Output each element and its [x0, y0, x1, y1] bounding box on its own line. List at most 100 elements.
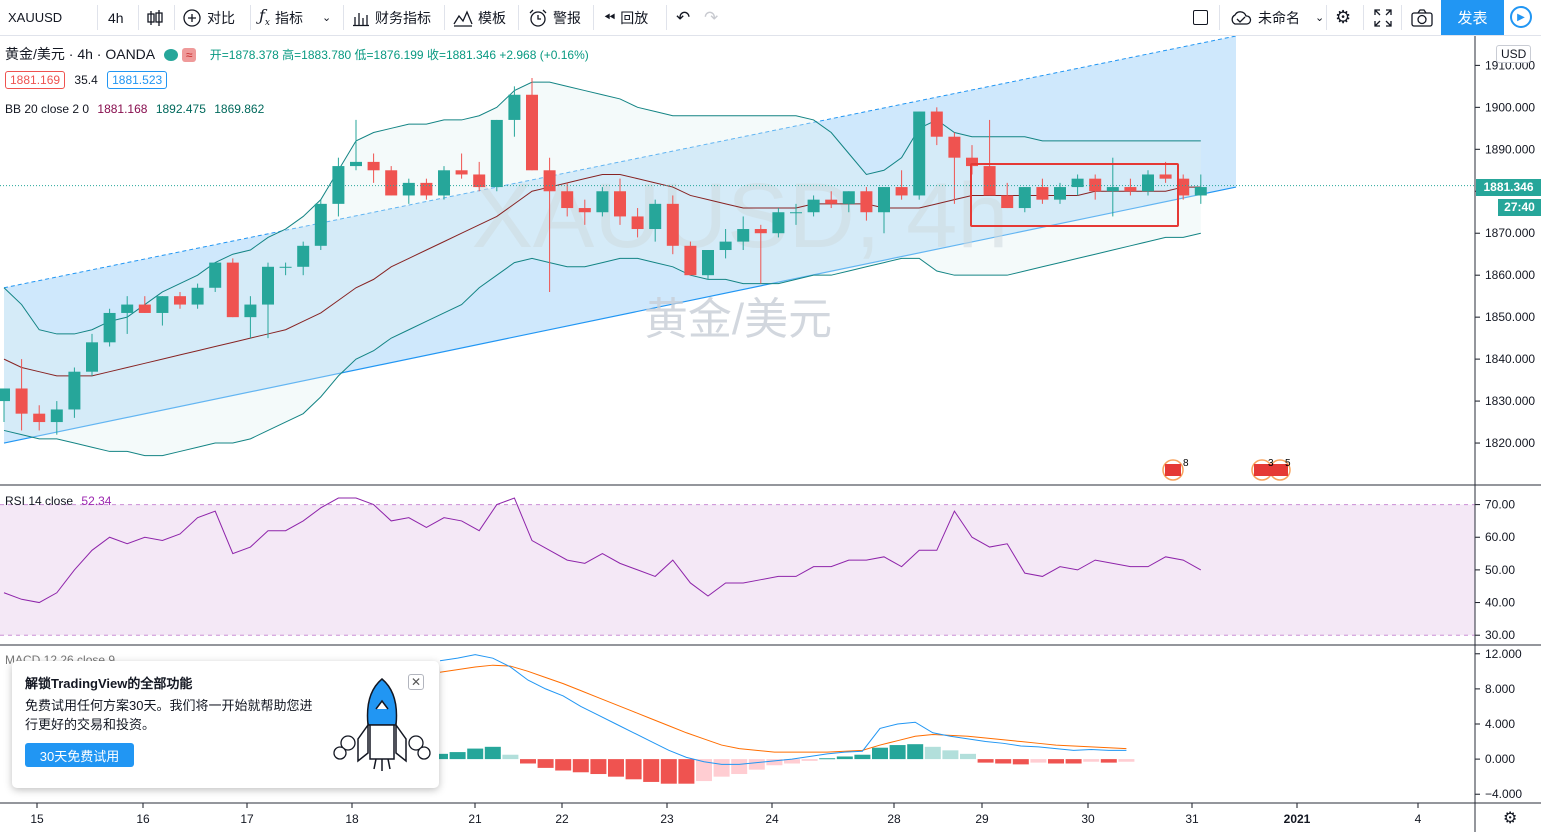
candle-body: [526, 94, 538, 171]
undo-button[interactable]: ↶: [676, 0, 690, 35]
time-tick-label: 17: [240, 812, 254, 826]
chevron-down-icon[interactable]: ⌄: [1315, 12, 1325, 24]
chart-canvas[interactable]: XAUUSD, 4h 黄金/美元 1820.0001830.0001840.00…: [0, 36, 1541, 832]
macd-tick-label: 4.000: [1485, 717, 1515, 731]
macd-histogram-bar: [1048, 759, 1064, 764]
compare-button[interactable]: 对比: [182, 0, 235, 35]
price-tick-label: 1860.000: [1485, 268, 1535, 282]
templates-button[interactable]: 模板: [453, 0, 506, 35]
bb-label: BB 20 close 2 0: [5, 102, 90, 116]
time-tick-label: 31: [1185, 812, 1199, 826]
macd-histogram-bar: [643, 759, 660, 782]
price-tick-label: 1900.000: [1485, 100, 1535, 114]
macd-tick-label: 0.000: [1485, 752, 1515, 766]
bid-price[interactable]: 1881.169: [5, 71, 66, 89]
price-axis-bg: [1476, 36, 1541, 832]
camera-icon: [1411, 8, 1433, 27]
indicators-button[interactable]: ƒx 指标 ⌄: [259, 0, 331, 35]
symbol-search[interactable]: XAUUSD: [8, 0, 90, 35]
event-count: 5: [1285, 458, 1291, 469]
macd-histogram-bar: [801, 759, 818, 761]
promo-close-button[interactable]: ✕: [408, 674, 424, 690]
financials-label: 财务指标: [375, 9, 431, 26]
legend-title[interactable]: 黄金/美元 · 4h · OANDA: [5, 46, 156, 62]
replay-button[interactable]: ⏪︎ 回放: [604, 0, 648, 35]
rsi-label: RSI 14 close: [5, 494, 74, 508]
alerts-button[interactable]: 警报: [528, 0, 581, 35]
candle-body: [948, 136, 961, 158]
time-axis-settings[interactable]: ⚙: [1503, 808, 1517, 828]
candle-body: [209, 262, 222, 288]
currency-label[interactable]: USD: [1496, 45, 1532, 63]
rsi-tick-label: 40.00: [1485, 596, 1515, 610]
free-trial-button[interactable]: 30天免费试用: [25, 743, 134, 767]
macd-histogram-bar: [608, 759, 624, 777]
rsi-legend[interactable]: RSI 14 close 52.34: [5, 494, 111, 508]
candle-body: [438, 170, 450, 196]
fullscreen-icon: [1374, 8, 1392, 27]
interval-button[interactable]: 4h: [108, 0, 138, 35]
bar-chart-icon: [353, 12, 369, 26]
promo-text: 免费试用任何方案30天。我们将一开始就帮助您进行更好的交易和投资。: [25, 698, 313, 732]
macd-histogram-bar: [660, 759, 677, 784]
candle-body: [297, 245, 310, 267]
play-button[interactable]: ▶: [1510, 6, 1532, 28]
top-toolbar: XAUUSD 4h 对比 ƒx 指标 ⌄ 财务指标 模板 警报 ⏪︎ 回放 ↶ …: [0, 0, 1541, 36]
ask-price[interactable]: 1881.523: [107, 71, 168, 89]
highlight-box: [970, 163, 1179, 227]
macd-histogram-bar: [1083, 759, 1100, 762]
candle-body: [508, 94, 521, 120]
settings-button[interactable]: ⚙: [1335, 0, 1351, 35]
candle-body: [543, 170, 556, 192]
free-trial-label: 30天免费试用: [39, 748, 120, 764]
current-price-label: 1881.346: [1476, 179, 1541, 196]
macd-histogram-bar: [907, 744, 924, 760]
candle-body: [226, 262, 239, 318]
alarm-clock-icon: [529, 9, 547, 27]
candle-body: [719, 241, 732, 251]
save-layout-button[interactable]: 未命名 ⌄: [1229, 0, 1324, 35]
channel-fill: [4, 36, 1236, 444]
candle-body: [1018, 187, 1031, 209]
time-tick-label: 4: [1415, 812, 1422, 826]
rocket-icon: [333, 678, 431, 771]
candles-icon: [147, 9, 163, 26]
undo-icon: ↶: [676, 7, 691, 27]
countdown-text: 27:40: [1504, 200, 1535, 214]
candle-body: [860, 191, 873, 213]
snapshot-button[interactable]: [1411, 0, 1433, 35]
candle-body: [1124, 187, 1137, 192]
candle-body: [1071, 178, 1084, 188]
chart-type-button[interactable]: [145, 0, 169, 35]
financials-button[interactable]: 财务指标: [352, 0, 431, 35]
candle-body: [138, 304, 151, 313]
macd-histogram-bar: [960, 753, 976, 760]
candle-body: [86, 342, 98, 372]
economic-event-marker[interactable]: 8: [1162, 458, 1189, 481]
current-price-text: 1881.346: [1483, 180, 1534, 194]
fullscreen-button[interactable]: [1374, 0, 1392, 35]
macd-histogram-bar: [924, 746, 941, 760]
bb-legend[interactable]: BB 20 close 2 0 1881.168 1892.475 1869.8…: [5, 102, 264, 116]
chevron-down-icon[interactable]: ⌄: [322, 12, 332, 24]
bid-ask-row: 1881.169 35.4 1881.523: [5, 71, 168, 89]
indicators-label: 指标: [275, 9, 303, 26]
time-tick-label: 30: [1081, 812, 1095, 826]
candle-body: [121, 304, 134, 313]
rsi-band-fill: [0, 504, 1475, 636]
publish-button[interactable]: 发表: [1441, 0, 1504, 35]
candle-body: [772, 212, 785, 234]
publish-label: 发表: [1457, 10, 1488, 27]
macd-histogram-bar: [836, 756, 853, 760]
economic-event-marker[interactable]: 3 5: [1251, 458, 1291, 481]
macd-histogram-bar: [555, 759, 572, 771]
candle-body: [50, 409, 63, 423]
macd-tick-label: −4.000: [1485, 787, 1522, 801]
redo-icon: ↷: [704, 7, 719, 27]
candle-body: [702, 250, 714, 276]
macd-histogram-bar: [484, 746, 501, 760]
candle-body: [420, 182, 433, 196]
layout-toggle-button[interactable]: [1193, 0, 1208, 35]
legend-toggle[interactable]: ≈: [181, 48, 197, 62]
redo-button[interactable]: ↷: [704, 0, 718, 35]
